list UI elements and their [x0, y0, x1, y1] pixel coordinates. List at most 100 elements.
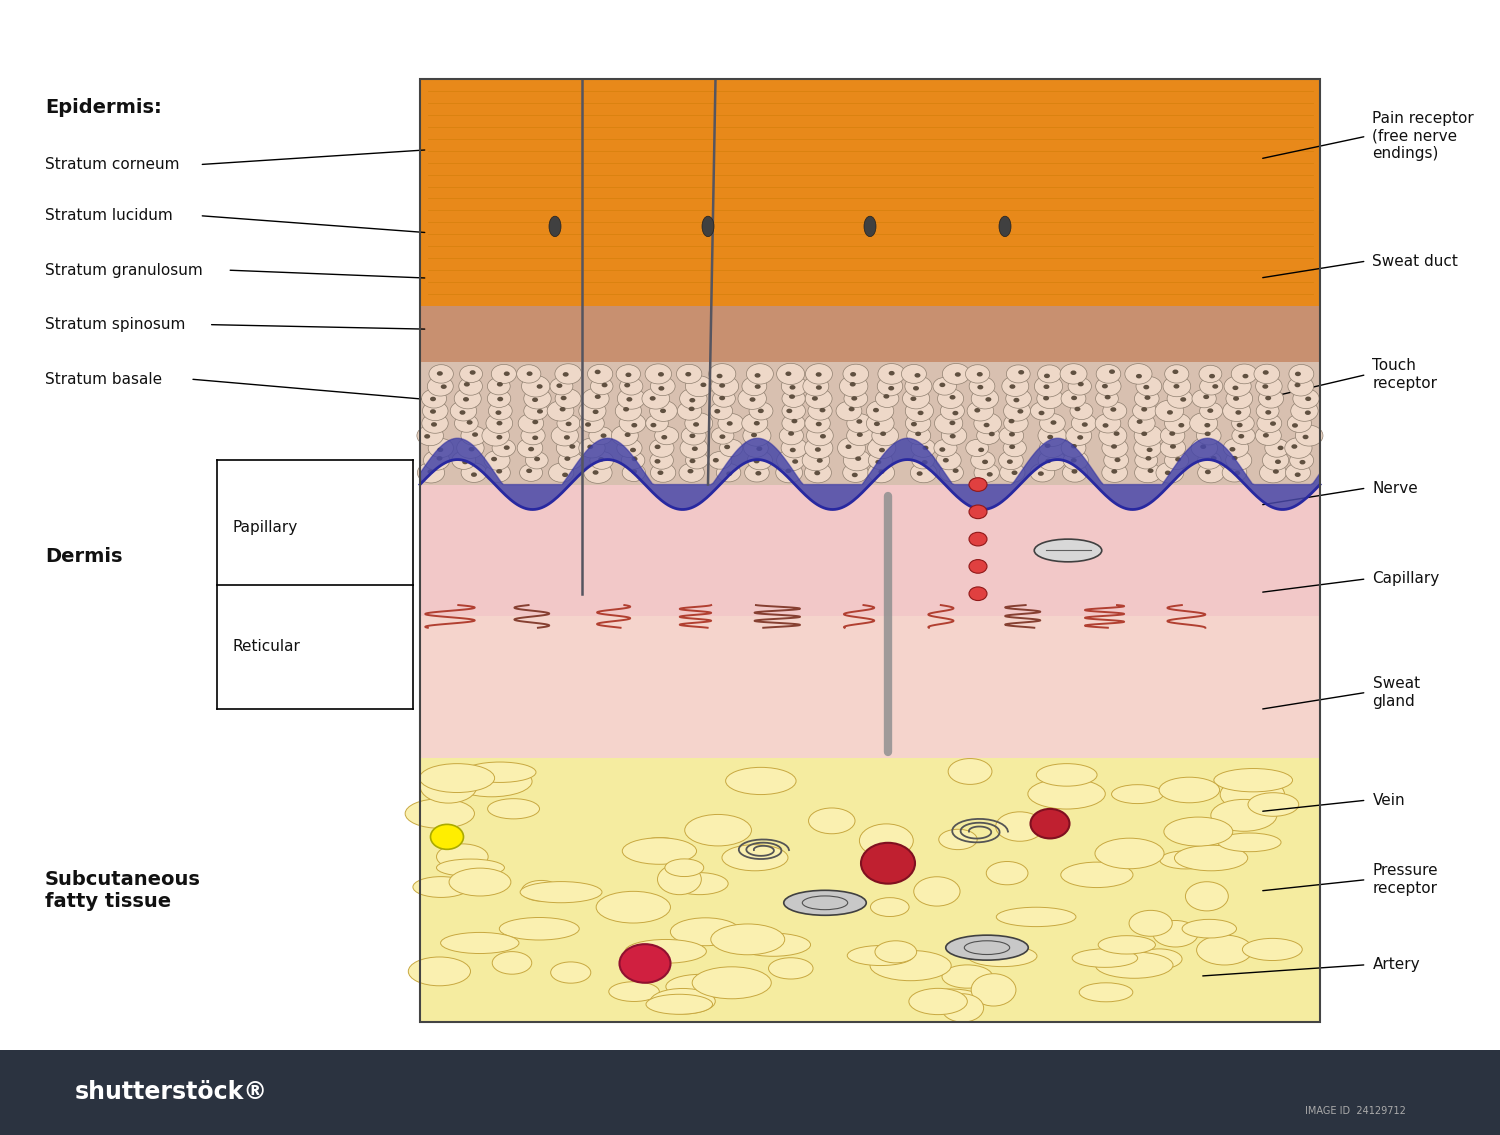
- Circle shape: [1060, 438, 1086, 457]
- Circle shape: [690, 459, 696, 463]
- Circle shape: [520, 427, 544, 445]
- Circle shape: [621, 452, 645, 469]
- Circle shape: [718, 384, 724, 388]
- Circle shape: [1294, 371, 1300, 376]
- Circle shape: [717, 463, 741, 482]
- Circle shape: [816, 385, 822, 389]
- Circle shape: [880, 431, 886, 436]
- Circle shape: [776, 463, 802, 482]
- Circle shape: [422, 413, 448, 434]
- Circle shape: [456, 438, 484, 459]
- Circle shape: [686, 452, 708, 469]
- Circle shape: [988, 431, 994, 436]
- Circle shape: [1038, 365, 1062, 382]
- Circle shape: [658, 372, 664, 377]
- Bar: [420, 362, 1320, 485]
- Circle shape: [903, 388, 930, 409]
- Ellipse shape: [464, 762, 536, 782]
- Circle shape: [620, 378, 644, 395]
- Circle shape: [1128, 413, 1155, 434]
- Circle shape: [1173, 370, 1179, 375]
- Circle shape: [782, 414, 806, 432]
- Circle shape: [974, 463, 999, 482]
- Circle shape: [782, 377, 807, 396]
- Circle shape: [1274, 469, 1280, 473]
- Circle shape: [1290, 401, 1318, 421]
- Circle shape: [1224, 376, 1251, 396]
- Circle shape: [1164, 413, 1191, 434]
- Circle shape: [519, 464, 543, 481]
- Circle shape: [526, 469, 532, 473]
- Circle shape: [700, 382, 706, 387]
- Circle shape: [472, 432, 478, 437]
- Circle shape: [910, 422, 916, 427]
- Ellipse shape: [622, 838, 696, 864]
- Circle shape: [974, 413, 1002, 434]
- Circle shape: [1004, 414, 1028, 432]
- Circle shape: [532, 420, 538, 424]
- Circle shape: [938, 389, 963, 409]
- Circle shape: [518, 413, 543, 432]
- Circle shape: [592, 410, 598, 414]
- Ellipse shape: [996, 812, 1044, 841]
- Circle shape: [754, 421, 760, 426]
- Ellipse shape: [492, 951, 532, 974]
- Ellipse shape: [870, 898, 909, 916]
- Circle shape: [688, 406, 694, 411]
- Circle shape: [556, 438, 582, 457]
- Ellipse shape: [1164, 817, 1233, 846]
- Circle shape: [950, 395, 956, 400]
- Ellipse shape: [847, 945, 914, 966]
- Ellipse shape: [702, 216, 714, 236]
- Circle shape: [1168, 431, 1174, 436]
- Circle shape: [1233, 386, 1239, 390]
- Circle shape: [650, 396, 656, 401]
- Circle shape: [1191, 438, 1218, 459]
- Circle shape: [1204, 431, 1210, 436]
- Circle shape: [1060, 389, 1086, 407]
- Circle shape: [534, 456, 540, 461]
- Circle shape: [978, 447, 984, 452]
- Circle shape: [1100, 424, 1126, 446]
- Circle shape: [650, 452, 674, 469]
- Circle shape: [910, 463, 938, 482]
- Circle shape: [1038, 411, 1044, 415]
- Circle shape: [584, 462, 612, 484]
- Circle shape: [1197, 427, 1221, 445]
- Ellipse shape: [999, 216, 1011, 236]
- Circle shape: [950, 421, 956, 426]
- Circle shape: [852, 472, 858, 477]
- Circle shape: [1008, 419, 1014, 423]
- Circle shape: [626, 372, 632, 377]
- Text: Pain receptor
(free nerve
endings): Pain receptor (free nerve endings): [1372, 111, 1474, 161]
- Circle shape: [1010, 445, 1016, 449]
- Ellipse shape: [859, 824, 913, 857]
- Bar: [420, 485, 1320, 616]
- Circle shape: [492, 439, 516, 456]
- Circle shape: [902, 364, 927, 384]
- Circle shape: [620, 413, 646, 434]
- Ellipse shape: [405, 799, 474, 829]
- Circle shape: [922, 446, 928, 451]
- Circle shape: [1292, 423, 1298, 428]
- Circle shape: [454, 414, 478, 432]
- Circle shape: [556, 414, 580, 432]
- Circle shape: [850, 372, 856, 377]
- Circle shape: [1286, 463, 1311, 482]
- Ellipse shape: [408, 957, 471, 986]
- Circle shape: [914, 386, 920, 390]
- Text: Stratum spinosum: Stratum spinosum: [45, 317, 186, 333]
- Circle shape: [654, 427, 678, 445]
- Circle shape: [1292, 444, 1298, 448]
- Ellipse shape: [500, 917, 579, 940]
- Circle shape: [910, 396, 916, 401]
- Circle shape: [904, 376, 932, 396]
- Ellipse shape: [1214, 768, 1293, 792]
- Circle shape: [789, 385, 795, 389]
- Circle shape: [1142, 431, 1148, 436]
- Ellipse shape: [1174, 846, 1248, 871]
- Text: Pressure
receptor: Pressure receptor: [1372, 864, 1438, 896]
- Text: Epidermis:: Epidermis:: [45, 99, 162, 117]
- Circle shape: [1264, 439, 1288, 457]
- Circle shape: [1222, 401, 1251, 421]
